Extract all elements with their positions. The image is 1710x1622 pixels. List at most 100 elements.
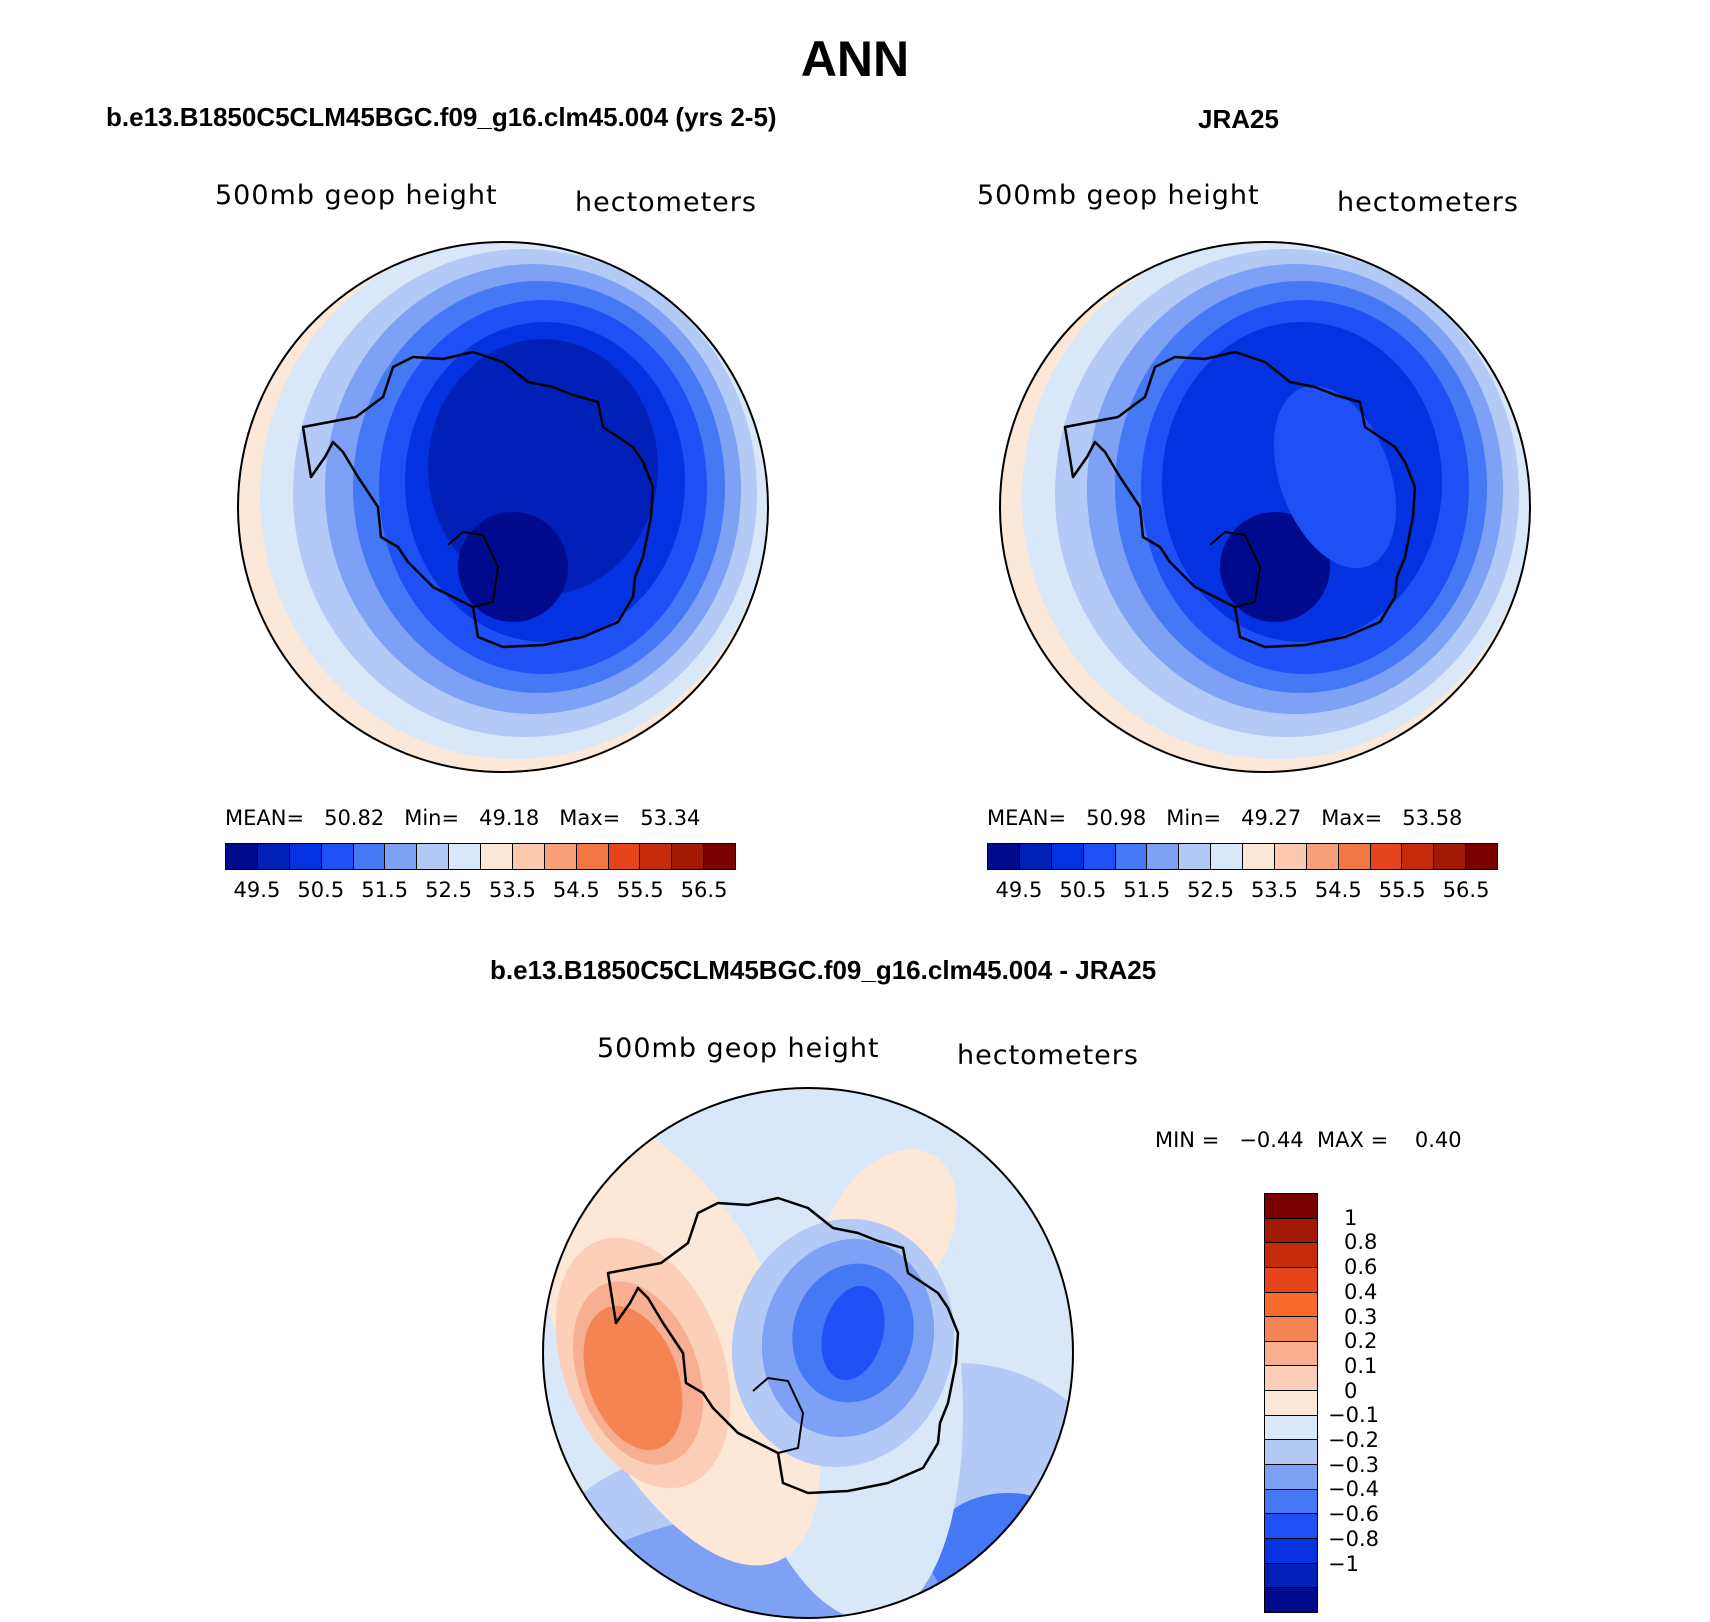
colorbar-box [1402, 844, 1435, 869]
colorbar-box [1265, 1563, 1317, 1589]
diff-variable-label: 500mb geop height [597, 1033, 880, 1064]
colorbar-box [385, 844, 418, 869]
colorbar-box [257, 844, 290, 869]
colorbar-box [353, 844, 386, 869]
colorbar-tick-label: −0.1 [1328, 1403, 1379, 1428]
colorbar-tick-label: −0.3 [1328, 1452, 1379, 1477]
colorbar-tick-label: 52.5 [425, 878, 472, 902]
colorbar-tick-label: 55.5 [1378, 878, 1426, 902]
colorbar-box [1265, 1341, 1317, 1367]
colorbar-box [1466, 844, 1497, 869]
colorbar-box [1265, 1538, 1317, 1564]
colorbar-box [704, 844, 735, 869]
colorbar-tick-label: 0.6 [1344, 1255, 1378, 1280]
colorbar-tick-label: −0.4 [1328, 1477, 1379, 1502]
colorbar-box [1083, 844, 1116, 869]
colorbar-box [1265, 1415, 1317, 1441]
panel2-colorbar [987, 843, 1498, 870]
colorbar-box [1265, 1243, 1317, 1268]
colorbar-box [1265, 1514, 1317, 1539]
colorbar-box [1265, 1366, 1317, 1392]
diff-title: b.e13.B1850C5CLM45BGC.f09_g16.clm45.004 … [490, 955, 1157, 985]
colorbar-tick-label: 0.4 [1344, 1279, 1378, 1304]
contour-band [583, 1305, 683, 1451]
colorbar-tick-label: 54.5 [552, 878, 600, 902]
colorbar-box [1265, 1218, 1317, 1244]
colorbar-tick-label: 0.2 [1344, 1329, 1378, 1354]
colorbar-box [289, 844, 322, 869]
colorbar-tick-label: 53.5 [1251, 878, 1298, 902]
colorbar-tick-label: 53.5 [489, 878, 536, 902]
colorbar-box [608, 844, 641, 869]
contour-band [1273, 385, 1397, 569]
colorbar-box [672, 844, 705, 869]
colorbar-box [449, 844, 481, 869]
diff-polar-map [542, 1087, 1074, 1619]
colorbar-box [1147, 844, 1180, 869]
main-title: ANN [800, 31, 910, 87]
colorbar-box [481, 844, 513, 869]
panel2-title: JRA25 [1198, 104, 1279, 134]
colorbar-tick-label: 1 [1344, 1205, 1358, 1230]
colorbar-tick-label: −0.6 [1328, 1502, 1379, 1527]
colorbar-box [1370, 844, 1403, 869]
panel1-colorbar-ticks: 49.5 50.5 51.5 52.5 53.5 54.5 55.5 56.5 [225, 878, 736, 904]
colorbar-tick-label: 0 [1344, 1378, 1358, 1403]
colorbar-box [1265, 1588, 1317, 1612]
colorbar-box [321, 844, 354, 869]
colorbar-tick-label: −0.8 [1328, 1526, 1379, 1551]
colorbar-tick-label: 52.5 [1187, 878, 1234, 902]
diff-colorbar-ticks: 1 0.8 0.6 0.4 0.3 0.2 0.1 0 −0.1 −0.2 −0.3 −0.4 −0.6… [1328, 1193, 1388, 1613]
panel2-polar-map [999, 241, 1531, 773]
map-border [999, 241, 1531, 773]
ice-shelf-line [1209, 530, 1262, 608]
antarctica-coastline [301, 350, 655, 649]
colorbar-box [1265, 1391, 1317, 1416]
diff-colorbar [1264, 1193, 1318, 1613]
ice-shelf-line [752, 1376, 805, 1454]
colorbar-box [512, 844, 545, 869]
colorbar-box [1051, 844, 1084, 869]
colorbar-box [1265, 1440, 1317, 1466]
panel1-polar-map [237, 241, 769, 773]
colorbar-box [988, 844, 1020, 869]
colorbar-tick-label: 50.5 [1059, 878, 1107, 902]
panel1-title: b.e13.B1850C5CLM45BGC.f09_g16.clm45.004 … [106, 102, 777, 132]
colorbar-box [1338, 844, 1371, 869]
colorbar-tick-label: 51.5 [1123, 878, 1171, 902]
colorbar-tick-label: 50.5 [297, 878, 345, 902]
colorbar-box [417, 844, 450, 869]
colorbar-tick-label: −0.2 [1328, 1428, 1379, 1453]
colorbar-box [1434, 844, 1467, 869]
panel2-variable-label: 500mb geop height [977, 180, 1260, 211]
colorbar-box [1274, 844, 1307, 869]
colorbar-box [1179, 844, 1212, 869]
colorbar-box [1265, 1292, 1317, 1318]
colorbar-tick-label: 49.5 [233, 878, 281, 902]
colorbar-box [544, 844, 577, 869]
colorbar-tick-label: 0.8 [1344, 1230, 1378, 1255]
colorbar-box [1115, 844, 1148, 869]
panel1-units-label: hectometers [575, 187, 757, 218]
colorbar-tick-label: −1 [1328, 1551, 1359, 1576]
colorbar-box [1265, 1465, 1317, 1490]
colorbar-tick-label: 54.5 [1314, 878, 1362, 902]
colorbar-box [226, 844, 258, 869]
colorbar-box [1019, 844, 1052, 869]
map-border [237, 241, 769, 773]
colorbar-tick-label: 0.3 [1344, 1304, 1378, 1329]
colorbar-box [576, 844, 609, 869]
panel2-units-label: hectometers [1337, 187, 1519, 218]
diff-units-label: hectometers [957, 1040, 1139, 1071]
panel1-variable-label: 500mb geop height [215, 180, 498, 211]
antarctica-coastline [606, 1196, 960, 1495]
colorbar-box [1265, 1267, 1317, 1293]
contour-band [821, 1285, 885, 1381]
diff-stats: MIN = −0.44 MAX = 0.40 [1155, 1128, 1462, 1152]
panel2-colorbar-ticks: 49.5 50.5 51.5 52.5 53.5 54.5 55.5 56.5 [987, 878, 1498, 904]
colorbar-tick-label: 49.5 [995, 878, 1043, 902]
colorbar-tick-label: 56.5 [1442, 878, 1490, 902]
panel1-stats: MEAN= 50.82 Min= 49.18 Max= 53.34 [225, 806, 701, 830]
panel1-colorbar [225, 843, 736, 870]
colorbar-box [640, 844, 673, 869]
